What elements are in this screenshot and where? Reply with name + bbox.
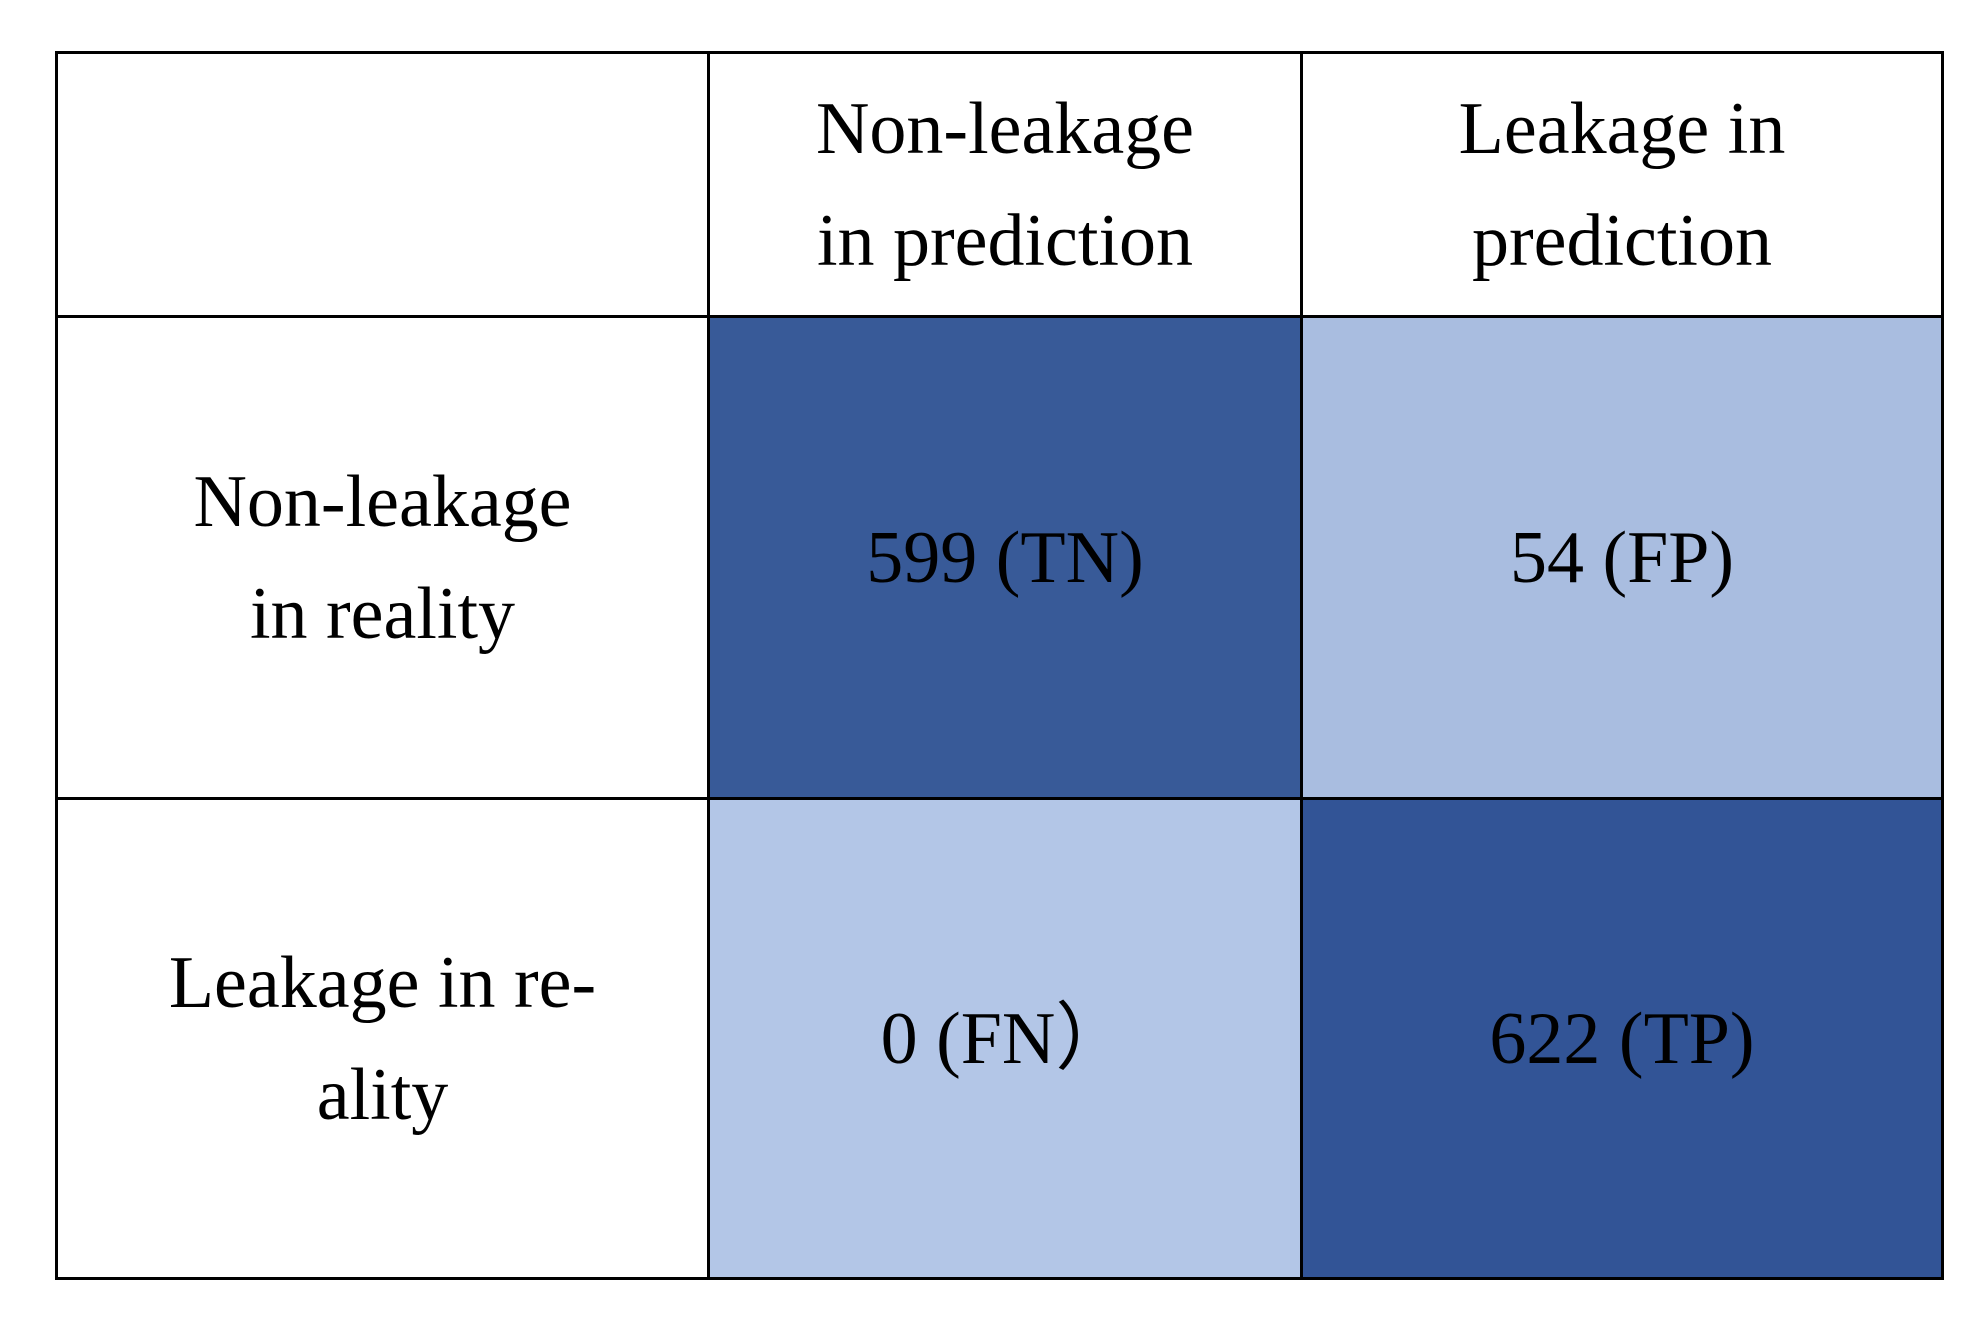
header-line: Leakage in	[1458, 87, 1786, 170]
label-line: in reality	[249, 572, 516, 655]
value-cell: 599 (TN)	[707, 315, 1303, 800]
label-line: Leakage in re-	[168, 941, 597, 1024]
row-label: Leakage in re-ality	[55, 797, 710, 1280]
corner-cell	[55, 51, 710, 318]
header-line: Non-leakage	[815, 87, 1195, 170]
row: Non-leakage in reality 599 (TN) 54 (FP)	[55, 315, 1944, 800]
confusion-matrix: Non-leakage in prediction Leakage in predi…	[55, 51, 1944, 1280]
row: Leakage in re-ality 0 (FN） 622 (TP)	[55, 797, 1944, 1280]
label-line: Non-leakage	[193, 460, 572, 543]
label-line: ality	[316, 1053, 449, 1136]
row-label: Non-leakage in reality	[55, 315, 710, 800]
value-cell: 54 (FP)	[1300, 315, 1944, 800]
header-line: in prediction	[816, 199, 1194, 282]
header-row: Non-leakage in prediction Leakage in predi…	[55, 51, 1944, 318]
value-cell: 0 (FN）	[707, 797, 1303, 1280]
header-cell: Leakage in prediction	[1300, 51, 1944, 318]
header-cell: Non-leakage in prediction	[707, 51, 1303, 318]
value-cell: 622 (TP)	[1300, 797, 1944, 1280]
header-line: prediction	[1471, 199, 1772, 282]
